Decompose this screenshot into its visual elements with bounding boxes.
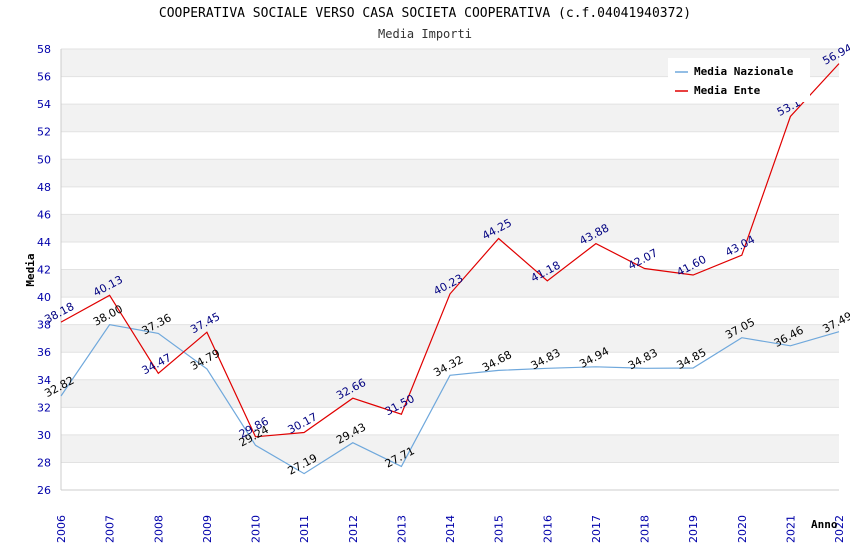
x-tick-label: 2008 (152, 515, 165, 543)
y-tick-label: 52 (37, 126, 51, 139)
series-line-media-nazionale (60, 323, 840, 475)
chart-subtitle: Media Importi (378, 27, 472, 41)
x-tick-label: 2011 (298, 515, 311, 543)
grid-band (61, 297, 839, 325)
x-tick-label: 2015 (493, 515, 506, 543)
y-tick-label: 50 (37, 153, 51, 166)
legend-label-media-nazionale: Media Nazionale (694, 65, 794, 78)
y-tick-label: 46 (37, 208, 51, 221)
x-tick-label: 2020 (736, 515, 749, 543)
chart-title: COOPERATIVA SOCIALE VERSO CASA SOCIETA C… (158, 6, 692, 21)
x-tick-label: 2007 (104, 515, 117, 543)
grid-band (61, 269, 839, 298)
y-axis-label: Media (24, 253, 37, 286)
x-tick-label: 2019 (687, 515, 700, 543)
y-tick-label: 42 (37, 264, 51, 277)
legend-background (668, 58, 810, 102)
x-tick-label: 2016 (541, 515, 554, 543)
y-tick-label: 54 (37, 98, 51, 111)
y-tick-label: 30 (37, 429, 51, 442)
x-tick-label: 2006 (55, 515, 68, 543)
y-tick-label: 48 (37, 181, 51, 194)
grid-band (61, 462, 839, 490)
x-axis-label: Anno (811, 518, 838, 531)
grid-band (61, 214, 839, 242)
x-axis-ticks: 2006 2007 2008 2009 2010 2011 2012 2013 2014 2015… (55, 515, 846, 543)
y-tick-label: 32 (37, 401, 51, 414)
y-tick-label: 34 (37, 374, 51, 387)
grid-band (61, 241, 839, 270)
grid-bands (60, 48, 839, 491)
y-tick-label: 26 (37, 484, 51, 497)
grid-band (61, 407, 839, 435)
grid-band (61, 104, 839, 132)
grid-band (61, 131, 839, 160)
x-tick-label: 2021 (784, 515, 797, 543)
x-tick-label: 2018 (639, 515, 652, 543)
y-tick-label: 56 (37, 71, 51, 84)
x-tick-label: 2017 (590, 515, 603, 543)
x-tick-label: 2013 (395, 515, 408, 543)
y-tick-label: 28 (37, 456, 51, 469)
y-tick-label: 44 (37, 236, 51, 249)
x-tick-label: 2022 (833, 515, 846, 543)
x-tick-label: 2012 (347, 515, 360, 543)
y-tick-label: 36 (37, 346, 51, 359)
grid-band (61, 434, 839, 463)
legend: Media Nazionale Media Ente (668, 58, 810, 102)
y-axis-ticks: 26 28 30 32 34 36 38 40 42 44 46 48 50 52 54 56 58 (37, 43, 51, 497)
grid-band (61, 324, 839, 353)
y-tick-label: 38 (37, 319, 51, 332)
y-tick-label: 58 (37, 43, 51, 56)
series-lines (60, 63, 840, 475)
x-tick-label: 2009 (201, 515, 214, 543)
legend-label-media-ente: Media Ente (694, 84, 761, 97)
grid-band (61, 186, 839, 215)
grid-band (61, 159, 839, 187)
x-tick-label: 2010 (250, 515, 263, 543)
series-line-media-ente (60, 63, 840, 438)
y-tick-label: 40 (37, 291, 51, 304)
grid-band (61, 379, 839, 408)
x-tick-label: 2014 (444, 515, 457, 543)
